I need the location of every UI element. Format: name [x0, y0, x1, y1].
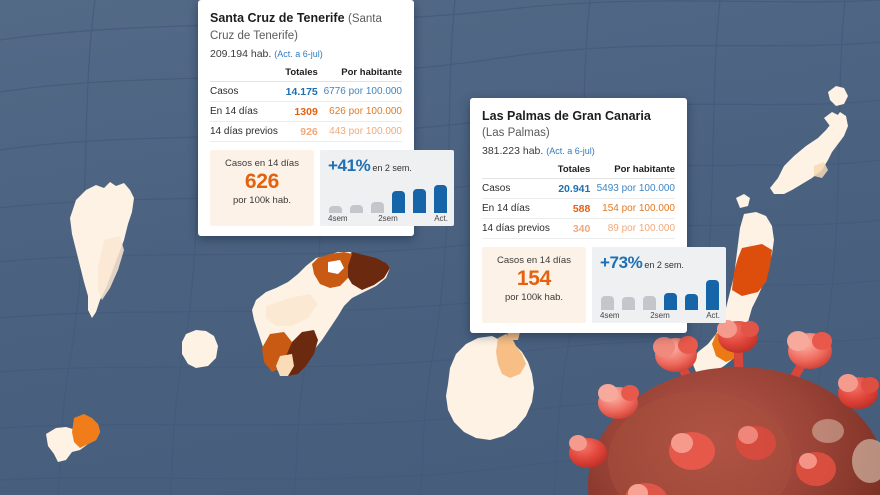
trend-period: en 2 sem.	[372, 163, 412, 173]
row-per-capita: 5493 por 100.000	[590, 178, 675, 199]
row-label: En 14 días	[482, 198, 556, 219]
row-label: Casos	[210, 81, 283, 102]
highlight-caption-bottom: por 100k hab.	[232, 195, 292, 206]
island-la-palma-shade	[98, 236, 124, 300]
col-head-blank	[210, 64, 283, 82]
row-label: 14 días previos	[210, 121, 283, 142]
table-row: 14 días previos 926 443 por 100.000	[210, 121, 402, 142]
table-header-row: Totales Por habitante	[210, 64, 402, 82]
trend-percent: +41%	[328, 156, 371, 175]
row-total: 20.941	[555, 178, 591, 199]
bar	[685, 294, 698, 310]
col-head-totales: Totales	[282, 64, 318, 82]
bar-label: 2sem	[378, 214, 398, 223]
bar	[706, 280, 719, 310]
row-total: 14.175	[282, 81, 318, 102]
card-santa-cruz-de-tenerife: Santa Cruz de Tenerife (Santa Cruz de Te…	[198, 0, 454, 236]
trend-percent: +73%	[600, 253, 643, 272]
stats-table: Totales Por habitante Casos 14.175 6776 …	[210, 64, 402, 142]
row-total: 1309	[282, 101, 318, 122]
trend-chart-panel: +73% en 2 sem. 4sem 2sem Act.	[592, 247, 726, 323]
island-gran-canaria	[446, 326, 534, 440]
island-el-hierro	[46, 414, 100, 462]
population-value: 209.194 hab.	[210, 48, 272, 60]
summary-panels: Casos en 14 días 626 por 100k hab. +41% e…	[210, 150, 454, 226]
bar	[371, 202, 384, 213]
summary-panels: Casos en 14 días 154 por 100k hab. +73% e…	[482, 247, 726, 323]
updated-date: (Act. a 6-jul)	[546, 146, 595, 156]
bar	[434, 185, 447, 213]
bar	[664, 293, 677, 310]
row-total: 588	[555, 198, 591, 219]
card-title-main: Santa Cruz de Tenerife	[210, 11, 345, 25]
table-row: En 14 días 588 154 por 100.000	[482, 198, 675, 219]
updated-date: (Act. a 6-jul)	[274, 49, 323, 59]
stats-table: Totales Por habitante Casos 20.941 5493 …	[482, 161, 675, 239]
trend-bar-labels: 4sem 2sem Act.	[600, 311, 720, 320]
card-title: Las Palmas de Gran Canaria (Las Palmas)	[482, 108, 675, 141]
card-title-main: Las Palmas de Gran Canaria	[482, 109, 651, 123]
trend-bars	[328, 179, 448, 213]
row-label: Casos	[482, 178, 556, 199]
card-title-province: (Santa Cruz de Tenerife)	[210, 13, 382, 42]
trend-headline: +41% en 2 sem.	[328, 156, 448, 176]
bar-label: 4sem	[600, 311, 620, 320]
table-row: Casos 20.941 5493 por 100.000	[482, 178, 675, 199]
row-total: 340	[555, 218, 591, 239]
island-la-gomera	[182, 330, 218, 368]
card-las-palmas-de-gran-canaria: Las Palmas de Gran Canaria (Las Palmas) …	[470, 98, 726, 333]
row-per-capita: 626 por 100.000	[317, 101, 402, 122]
bar	[622, 297, 635, 310]
highlight-caption-top: Casos en 14 días	[497, 255, 571, 266]
bar	[350, 205, 363, 213]
table-row: 14 días previos 340 89 por 100.000	[482, 218, 675, 239]
population-value: 381.223 hab.	[482, 145, 544, 157]
highlight-caption-top: Casos en 14 días	[225, 158, 299, 169]
bar	[643, 296, 656, 310]
bar-label: Act.	[434, 214, 448, 223]
card-population-line: 381.223 hab. (Act. a 6-jul)	[482, 145, 675, 157]
trend-bars	[600, 276, 720, 310]
trend-period: en 2 sem.	[644, 260, 684, 270]
row-per-capita: 154 por 100.000	[590, 198, 675, 219]
row-per-capita: 89 por 100.000	[590, 218, 675, 239]
col-head-por-habitante: Por habitante	[317, 64, 402, 82]
trend-chart-panel: +41% en 2 sem. 4sem 2sem Act.	[320, 150, 454, 226]
table-header-row: Totales Por habitante	[482, 161, 675, 179]
island-lanzarote	[770, 86, 848, 194]
bar	[392, 191, 405, 213]
island-tenerife	[252, 252, 390, 376]
bar-label: 4sem	[328, 214, 348, 223]
col-head-blank	[482, 161, 556, 179]
row-label: 14 días previos	[482, 218, 556, 239]
highlight-value: 626	[244, 170, 280, 193]
col-head-totales: Totales	[555, 161, 591, 179]
trend-headline: +73% en 2 sem.	[600, 253, 720, 273]
row-label: En 14 días	[210, 101, 283, 122]
highlight-panel: Casos en 14 días 154 por 100k hab.	[482, 247, 586, 323]
col-head-por-habitante: Por habitante	[590, 161, 675, 179]
card-population-line: 209.194 hab. (Act. a 6-jul)	[210, 48, 402, 60]
row-per-capita: 6776 por 100.000	[317, 81, 402, 102]
card-title-province: (Las Palmas)	[482, 127, 550, 139]
highlight-caption-bottom: por 100k hab.	[504, 292, 564, 303]
bar-label: Act.	[706, 311, 720, 320]
bar	[413, 189, 426, 213]
trend-bar-labels: 4sem 2sem Act.	[328, 214, 448, 223]
bar-label: 2sem	[650, 311, 670, 320]
highlight-value: 154	[516, 267, 552, 290]
highlight-panel: Casos en 14 días 626 por 100k hab.	[210, 150, 314, 226]
bar	[329, 206, 342, 213]
row-per-capita: 443 por 100.000	[317, 121, 402, 142]
table-row: Casos 14.175 6776 por 100.000	[210, 81, 402, 102]
card-title: Santa Cruz de Tenerife (Santa Cruz de Te…	[210, 10, 402, 44]
bar	[601, 296, 614, 310]
table-row: En 14 días 1309 626 por 100.000	[210, 101, 402, 122]
row-total: 926	[282, 121, 318, 142]
